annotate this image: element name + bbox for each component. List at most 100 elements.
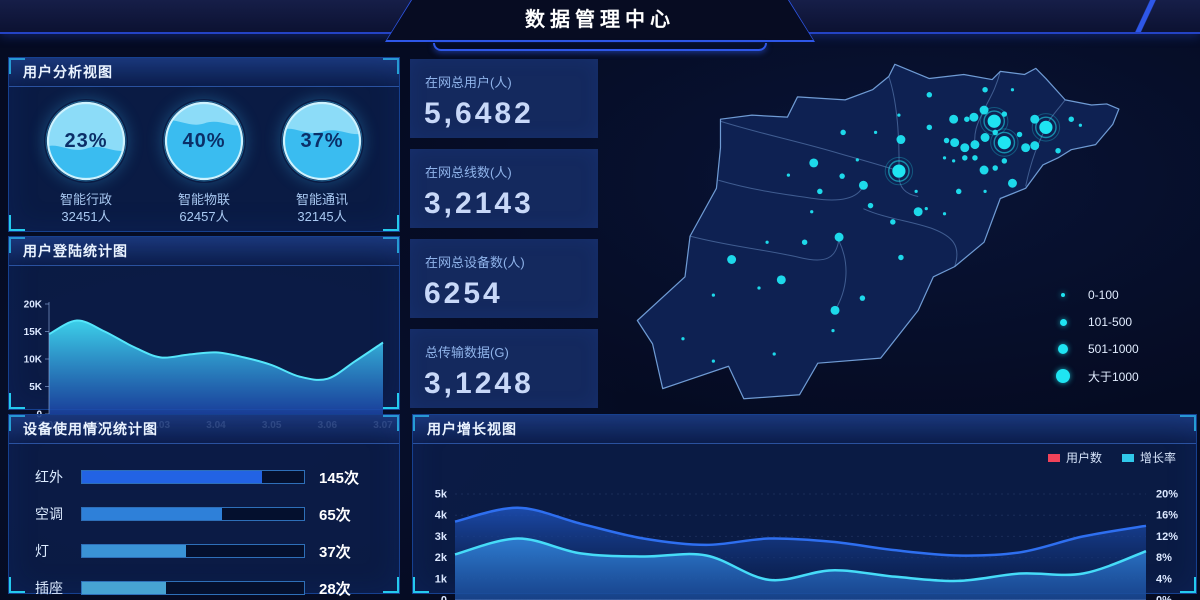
gauge-comm[interactable]: 37% 智能通讯 32145人 — [280, 99, 364, 225]
gauge-admin[interactable]: 23% 智能行政 32451人 — [44, 99, 128, 225]
map-dot — [1010, 88, 1015, 92]
panel-login-title: 用户登陆统计图 — [9, 237, 399, 266]
banner-title-plate-inner — [387, 0, 813, 40]
legend-label: 用户数 — [1065, 451, 1102, 465]
panel-growth-title: 用户增长视图 — [413, 415, 1196, 444]
gauge-label: 智能物联 62457人 — [162, 191, 246, 225]
bar-fill — [82, 471, 262, 483]
liquid-gauge-svg — [45, 100, 127, 182]
gauge-name: 智能通讯 — [295, 192, 348, 207]
axis-tick-label: 2k — [435, 552, 448, 564]
map-legend: 0-100 101-500 501-1000 大于1000 — [1050, 286, 1139, 394]
map-dot — [859, 295, 866, 301]
panel-device-title: 设备使用情况统计图 — [9, 415, 399, 444]
bar-track — [81, 507, 305, 521]
map-dot — [1021, 143, 1031, 153]
gauge-row: 23% 智能行政 32451人 40% 智能物联 62457人 37% — [9, 87, 399, 225]
region-scatter-map[interactable]: 0-100 101-500 501-1000 大于1000 — [612, 46, 1200, 412]
bar-fill — [82, 545, 187, 557]
users-line — [454, 506, 1147, 557]
gauge-ring — [282, 101, 362, 181]
map-dot — [809, 158, 819, 168]
map-dot — [992, 165, 998, 171]
gauge-iot[interactable]: 40% 智能物联 62457人 — [162, 99, 246, 225]
map-dot — [897, 113, 901, 117]
map-legend-item[interactable]: 101-500 — [1050, 313, 1139, 331]
gauge-outer-ring — [281, 100, 363, 182]
map-dot — [955, 188, 962, 195]
bar-row[interactable]: 灯 37次 — [35, 536, 379, 566]
legend-label: 0-100 — [1088, 288, 1119, 302]
map-dot — [970, 140, 980, 150]
gauge-count: 62457人 — [179, 209, 229, 224]
map-dot — [1016, 131, 1023, 138]
map-dot-ripple — [884, 156, 914, 186]
axis-tick-label: 5K — [29, 382, 43, 393]
map-inner-border — [689, 235, 840, 261]
map-dot — [776, 275, 786, 285]
axis-tick-label: 20% — [1156, 489, 1178, 501]
legend-dot-icon — [1061, 293, 1065, 297]
gauge-percent: 40% — [182, 130, 226, 152]
bar-row[interactable]: 插座 28次 — [35, 573, 379, 600]
map-dot — [757, 286, 761, 290]
axis-tick-label: 8% — [1156, 552, 1172, 564]
bar-label: 灯 — [35, 543, 49, 559]
map-svg — [636, 63, 1120, 400]
gauge-percent: 23% — [64, 130, 108, 152]
map-dot — [914, 189, 918, 194]
legend-label: 大于1000 — [1088, 369, 1139, 384]
map-legend-item[interactable]: 501-1000 — [1050, 340, 1139, 358]
growth-area-chart[interactable]: 00%1k4%2k8%3k12%4k16%5k20%2018.012018.02… — [415, 472, 1194, 600]
map-legend-item[interactable]: 0-100 — [1050, 286, 1139, 304]
gauge-outer-ring — [45, 100, 127, 182]
axis-tick-label: 0 — [441, 595, 447, 600]
axis-tick-label: 16% — [1156, 510, 1178, 522]
map-dot — [942, 212, 947, 216]
axis-tick-label: 12% — [1156, 531, 1178, 543]
map-dot — [913, 207, 923, 217]
map-dot — [810, 210, 814, 214]
stat-card-total-users: 在网总用户(人) 5,6482 — [410, 59, 598, 138]
axis-tick-label: 4k — [435, 510, 448, 522]
map-dot-ripple — [980, 107, 1009, 136]
map-dot — [979, 105, 989, 115]
axis-tick-label: 4% — [1156, 573, 1172, 585]
map-dot — [898, 254, 904, 261]
map-dot — [727, 255, 737, 264]
map-dot — [834, 232, 844, 242]
login-area-line — [48, 319, 384, 381]
panel-user-analysis: 用户分析视图 23% 智能行政 32451人 40% 智能物联 62457人 — [8, 57, 400, 232]
bar-row[interactable]: 空调 65次 — [35, 499, 379, 529]
bar-track — [81, 581, 305, 595]
map-dot — [1007, 178, 1017, 188]
map-dot — [943, 137, 950, 144]
map-dot — [711, 359, 716, 363]
map-dot — [960, 143, 970, 153]
map-legend-item[interactable]: 大于1000 — [1050, 367, 1139, 385]
device-bar-list: 红外 145次 空调 65次 灯 37次 插座 28次 窗帘 — [9, 444, 399, 600]
map-dot — [873, 130, 878, 135]
gauge-ring — [164, 101, 244, 181]
legend-label: 501-1000 — [1088, 342, 1139, 356]
map-dot — [855, 158, 859, 162]
legend-swatch-icon — [1047, 453, 1060, 462]
map-dot — [890, 219, 896, 225]
bar-value: 37次 — [319, 543, 351, 561]
map-dot — [942, 156, 947, 160]
stat-value: 3,2143 — [424, 187, 534, 220]
liquid-gauge: 40% — [162, 99, 246, 183]
stat-card-total-data: 总传输数据(G) 3,1248 — [410, 329, 598, 408]
gauge-ring — [46, 101, 126, 181]
map-dot-large — [987, 114, 1001, 128]
map-dot — [831, 329, 835, 333]
liquid-gauge-svg — [281, 100, 363, 182]
map-dot — [711, 293, 716, 297]
map-dot-ripple — [990, 128, 1019, 157]
legend-item-growth[interactable]: 增长率 — [1121, 449, 1176, 466]
legend-item-users[interactable]: 用户数 — [1047, 449, 1102, 466]
gauge-count: 32451人 — [61, 209, 111, 224]
map-dot — [801, 239, 808, 245]
bar-row[interactable]: 红外 145次 — [35, 462, 379, 492]
stat-card-total-devices: 在网总设备数(人) 6254 — [410, 239, 598, 318]
